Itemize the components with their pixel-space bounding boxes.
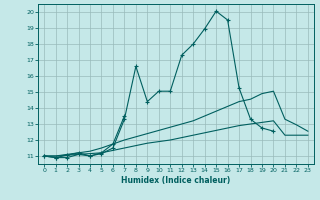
X-axis label: Humidex (Indice chaleur): Humidex (Indice chaleur) — [121, 176, 231, 185]
